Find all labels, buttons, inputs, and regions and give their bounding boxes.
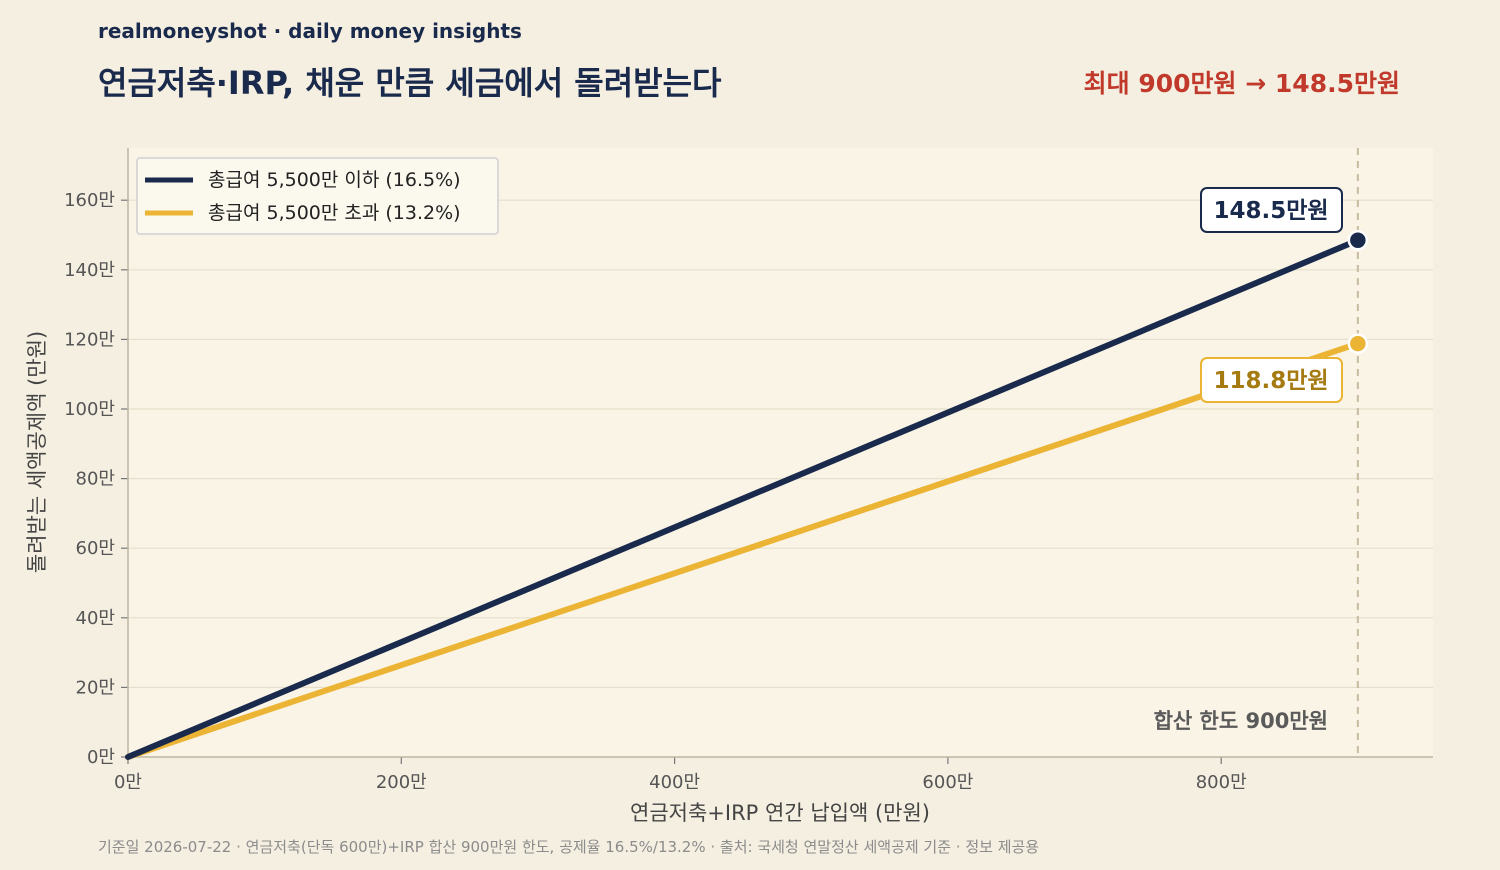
series-endpoint-2 <box>1347 333 1369 354</box>
legend-label-1: 총급여 5,500만 이하 (16.5%) <box>208 169 461 191</box>
y-axis-label: 돌려받는 세액공제액 (만원) <box>25 331 49 573</box>
legend: 총급여 5,500만 이하 (16.5%) 총급여 5,500만 초과 (13.… <box>136 157 499 235</box>
series-line-2 <box>125 340 1361 760</box>
x-axis-label: 연금저축+IRP 연간 납입액 (만원) <box>630 801 930 825</box>
headline-callout: 최대 900만원 → 148.5만원 <box>1083 69 1400 98</box>
series-endpoint-1 <box>1347 229 1369 251</box>
y-tick-label: 60만 <box>76 538 115 559</box>
x-tick-label: 0만 <box>114 772 142 793</box>
series-group <box>125 229 1369 760</box>
x-tick-label: 400만 <box>649 772 700 793</box>
y-tick-label: 100만 <box>64 399 115 420</box>
chart-title: 연금저축·IRP, 채운 만큼 세금에서 돌려받는다 <box>98 64 722 102</box>
series-line-1 <box>125 237 1361 760</box>
end-label-text-2: 118.8만원 <box>1213 368 1328 394</box>
limit-reference-label: 합산 한도 900만원 <box>1154 709 1328 733</box>
footer-note: 기준일 2026-07-22 · 연금저축(단독 600만)+IRP 합산 90… <box>98 838 1040 856</box>
legend-box <box>136 157 499 235</box>
x-tick-label: 600만 <box>922 772 973 793</box>
x-tick-label: 200만 <box>376 772 427 793</box>
y-tick-label: 120만 <box>64 329 115 350</box>
x-tick-label: 800만 <box>1196 772 1247 793</box>
end-label-box-2 <box>1200 357 1343 403</box>
y-tick-label: 0만 <box>87 747 115 768</box>
grid-lines <box>128 199 1433 689</box>
legend-label-2: 총급여 5,500만 초과 (13.2%) <box>208 202 461 224</box>
end-label-box-1 <box>1200 187 1343 233</box>
y-tick-label: 160만 <box>64 190 115 211</box>
y-tick-label: 40만 <box>76 608 115 629</box>
y-tick-label: 20만 <box>76 677 115 698</box>
y-tick-label: 140만 <box>64 260 115 281</box>
plot-background <box>128 148 1433 757</box>
end-label-series-2: 118.8만원 <box>1200 357 1343 403</box>
end-label-series-1: 148.5만원 <box>1200 187 1343 233</box>
y-tick-label: 80만 <box>76 469 115 490</box>
end-label-text-1: 148.5만원 <box>1213 198 1328 224</box>
brand-tagline: realmoneyshot · daily money insights <box>98 19 522 43</box>
axes: 0만 20만 40만 60만 80만 100만 120만 140만 160만 0만 200만 400만… <box>64 148 1433 793</box>
